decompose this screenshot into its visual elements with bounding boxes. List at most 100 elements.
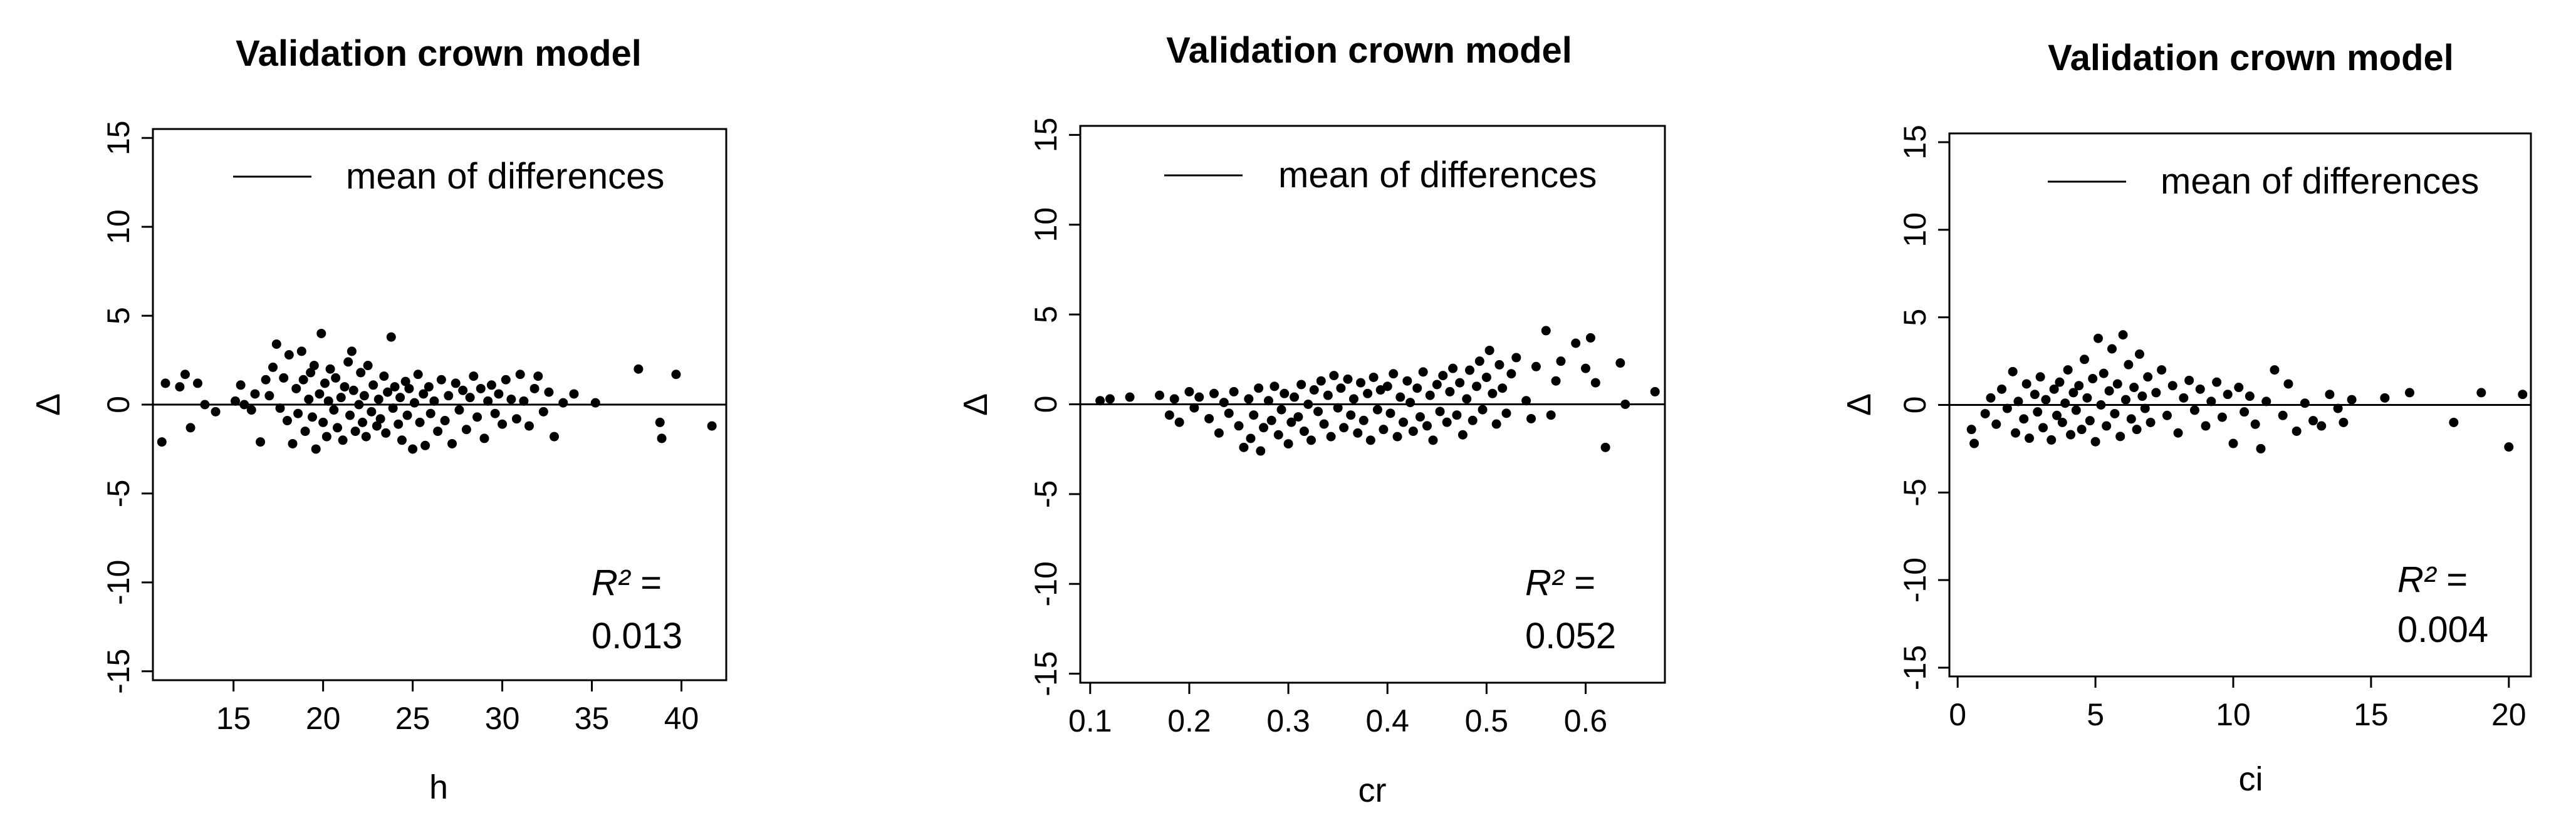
data-point (2090, 437, 2100, 447)
data-point (498, 419, 508, 429)
data-point (275, 403, 285, 413)
y-axis-label: Δ (1840, 393, 1878, 416)
data-point (2292, 426, 2302, 436)
data-point (250, 389, 260, 399)
data-point (279, 373, 289, 383)
data-point (2049, 384, 2059, 394)
data-point (1571, 338, 1581, 348)
data-point (634, 364, 644, 374)
data-point (1418, 367, 1428, 377)
data-point (1375, 385, 1385, 395)
data-point (347, 346, 357, 356)
y-tick-group: -15 -10 -5 0 5 10 15 (101, 120, 153, 694)
data-point (1254, 383, 1264, 393)
y-tick-group: -15 -10 -5 0 5 10 15 (1897, 125, 1949, 690)
data-point (1481, 372, 1491, 382)
data-point (2126, 414, 2136, 424)
y-tick-label: 10 (1028, 207, 1063, 242)
x-tick-group: 15 20 25 30 35 40 (216, 680, 699, 736)
data-point (1392, 432, 1402, 442)
data-point (1399, 417, 1409, 427)
data-point (1422, 421, 1432, 431)
r2-value: 0.052 (1525, 616, 1616, 656)
data-point (2325, 390, 2335, 400)
data-point (395, 393, 405, 403)
data-point (2093, 333, 2103, 343)
data-point (2283, 379, 2293, 389)
data-point (2088, 374, 2098, 384)
data-point (336, 393, 346, 403)
data-point (2317, 421, 2327, 431)
y-tick-label: -15 (1897, 645, 1932, 690)
data-point (368, 380, 378, 390)
y-tick-label: -15 (101, 649, 136, 694)
data-point (318, 417, 328, 427)
data-point (2143, 372, 2153, 382)
data-point (1244, 394, 1254, 404)
x-tick-label: 20 (306, 701, 341, 736)
y-axis-label: Δ (957, 393, 994, 416)
data-point (264, 391, 274, 401)
data-point (1452, 410, 1462, 420)
data-point (529, 383, 540, 393)
data-point (494, 389, 504, 399)
data-point (2347, 395, 2357, 405)
data-point (1432, 380, 1442, 390)
data-point (323, 396, 333, 406)
data-point (2195, 384, 2205, 394)
data-point (2212, 377, 2222, 387)
data-point (2112, 379, 2122, 389)
data-point (293, 408, 303, 418)
data-point (483, 396, 493, 406)
data-point (1448, 363, 1458, 373)
data-point (386, 332, 396, 342)
y-tick-label: 5 (1028, 306, 1063, 323)
data-point (2339, 417, 2349, 427)
data-point (1299, 427, 1309, 437)
data-point (655, 417, 665, 427)
data-point (2146, 417, 2156, 427)
data-point (454, 405, 464, 415)
data-point (316, 328, 326, 338)
data-point (2104, 386, 2114, 396)
data-point (2261, 396, 2271, 406)
data-point (515, 370, 525, 380)
data-point (271, 339, 281, 349)
data-point (2115, 432, 2125, 442)
data-point (2132, 425, 2142, 435)
data-point (2035, 372, 2045, 382)
data-point (2256, 443, 2266, 453)
data-point (2476, 388, 2486, 398)
data-point (2173, 428, 2183, 438)
data-point (1488, 388, 1498, 398)
data-point (479, 433, 489, 443)
data-point (2234, 383, 2244, 393)
data-point (2189, 405, 2199, 415)
data-point (1415, 412, 1425, 422)
data-point (1270, 381, 1280, 391)
data-point (2140, 403, 2150, 413)
data-point (2300, 398, 2310, 408)
data-point (533, 371, 543, 381)
data-point (1385, 408, 1395, 418)
data-point (1546, 410, 1556, 420)
data-point (1474, 356, 1484, 366)
data-point (356, 368, 366, 378)
data-point (1306, 435, 1316, 445)
data-point (1329, 371, 1339, 381)
data-point (408, 444, 418, 454)
data-point (2085, 416, 2095, 426)
x-tick-label: 15 (2354, 697, 2389, 732)
data-point (333, 423, 343, 433)
data-point (1189, 403, 1199, 413)
data-point (469, 371, 479, 381)
x-tick-label: 25 (395, 701, 430, 736)
data-point (1293, 412, 1303, 422)
x-axis-label: ci (2239, 760, 2263, 798)
data-point (424, 382, 434, 392)
data-point (300, 427, 310, 437)
data-point (1273, 430, 1283, 440)
points-group (1966, 330, 2528, 453)
data-point (2250, 419, 2260, 429)
